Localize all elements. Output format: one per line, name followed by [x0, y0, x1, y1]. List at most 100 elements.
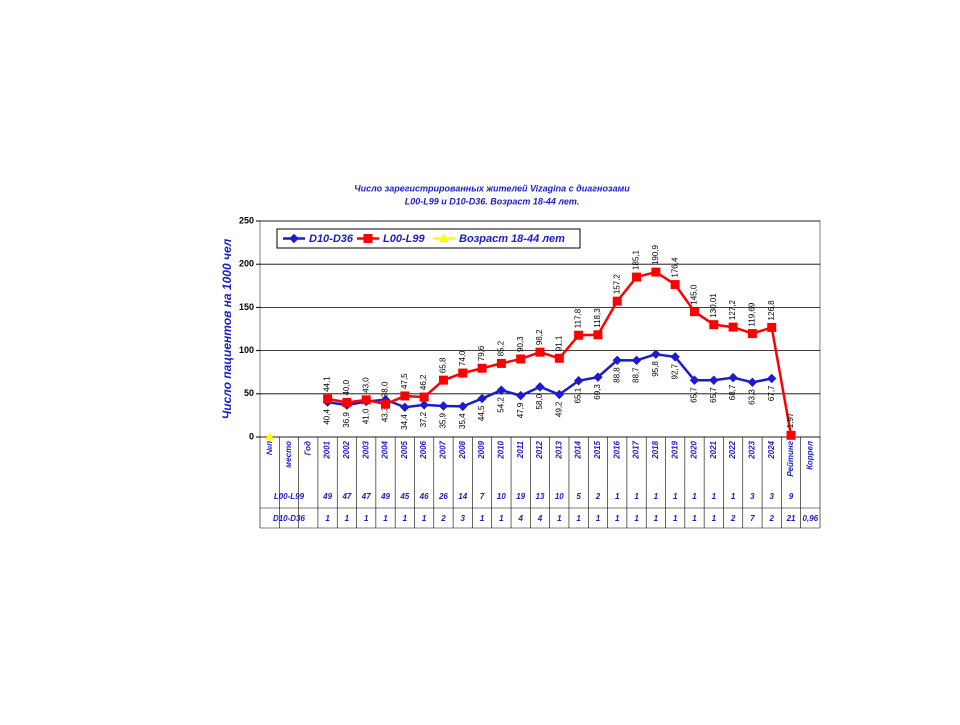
- x-tick-label: 2016: [612, 440, 621, 459]
- data-label: 65,7: [690, 387, 699, 403]
- point: [477, 393, 487, 404]
- data-label: 127,2: [728, 300, 737, 321]
- table-cell: 2: [730, 514, 736, 523]
- table-cell: 1: [692, 514, 697, 523]
- table-cell: 47: [341, 492, 351, 501]
- table-cell: 49: [322, 492, 332, 501]
- table-cell: 1: [596, 514, 601, 523]
- data-label: 118,3: [593, 308, 602, 328]
- data-label: 119,69: [748, 302, 757, 326]
- point: [361, 395, 371, 405]
- table-cell: 14: [458, 492, 467, 501]
- x-tick-label: 2003: [361, 440, 370, 459]
- point: [747, 377, 758, 388]
- y-tick-label: 200: [239, 259, 254, 269]
- table-cell: 9: [789, 492, 794, 501]
- y-axis-label: Число пациентов на 1000 чел: [220, 238, 234, 419]
- table-cell: 1: [345, 514, 350, 523]
- data-label: 117,8: [574, 308, 583, 328]
- point: [419, 400, 429, 410]
- data-label: 185,1: [632, 250, 641, 271]
- point: [767, 373, 777, 384]
- y-tick-label: 250: [239, 215, 254, 225]
- point: [264, 431, 275, 441]
- data-label: 67,7: [767, 385, 776, 401]
- data-label: 190,9: [651, 244, 660, 265]
- x-tick-label: 2013: [554, 440, 563, 459]
- point: [516, 354, 526, 364]
- x-tick-label: место: [284, 441, 293, 468]
- point: [632, 272, 642, 282]
- data-label: 43,3: [381, 406, 390, 422]
- table-cell: 1: [673, 514, 678, 523]
- point: [593, 372, 603, 382]
- data-label: 176,4: [670, 257, 679, 278]
- table-cell: 19: [516, 492, 525, 501]
- y-tick-label: 0: [249, 431, 254, 441]
- table-cell: 46: [419, 492, 429, 501]
- point: [767, 322, 777, 332]
- data-label: 65,1: [574, 387, 583, 403]
- table-cell: 1: [422, 514, 427, 523]
- x-tick-label: Год: [303, 441, 312, 455]
- data-label: 65,7: [709, 387, 718, 403]
- legend-label: D10-D36: [309, 233, 354, 245]
- x-tick-label: 2017: [632, 440, 641, 459]
- x-tick-label: 2009: [477, 440, 486, 459]
- y-tick-label: 150: [239, 302, 254, 312]
- x-tick-label: 2011: [516, 440, 525, 459]
- x-tick-label: 2023: [748, 440, 757, 459]
- data-label: 157,2: [612, 274, 621, 295]
- table-cell: 1: [325, 514, 330, 523]
- point: [728, 322, 738, 332]
- point: [631, 355, 642, 366]
- point: [574, 330, 584, 340]
- table-cell: 1: [712, 514, 717, 523]
- point: [496, 385, 507, 395]
- table-cell: 7: [480, 492, 485, 501]
- table-cell: 1: [403, 514, 408, 523]
- data-label: 37,2: [419, 411, 428, 427]
- y-tick-label: 50: [244, 388, 254, 398]
- table-cell: 1: [615, 514, 620, 523]
- table-cell: 2: [595, 492, 601, 501]
- data-label: 90,3: [516, 336, 525, 352]
- table-cell: 1: [731, 492, 736, 501]
- data-label: 36,9: [342, 412, 351, 428]
- point: [651, 267, 661, 277]
- x-tick-label: 2019: [670, 440, 679, 459]
- table-cell: 21: [786, 514, 796, 523]
- point: [670, 352, 680, 362]
- data-label: 49,2: [554, 401, 563, 417]
- point: [400, 391, 410, 401]
- x-tick-label: 2022: [728, 440, 737, 459]
- table-cell: 5: [576, 492, 581, 501]
- data-label: 58,0: [535, 393, 544, 409]
- legend-box: [276, 228, 581, 249]
- data-label: 43,0: [361, 377, 370, 393]
- point: [342, 397, 352, 407]
- point: [554, 353, 564, 363]
- point: [381, 399, 391, 409]
- point: [496, 358, 506, 368]
- legend-marker: [289, 233, 299, 244]
- legend-label: L00-L99: [383, 233, 425, 245]
- point: [612, 296, 622, 306]
- table-cell: 7: [750, 514, 755, 523]
- data-label: 35,9: [439, 412, 448, 428]
- table-cell: 13: [536, 492, 545, 501]
- data-label: 65,8: [439, 357, 448, 373]
- x-tick-label: 2012: [535, 440, 544, 459]
- table-cell: 49: [380, 492, 390, 501]
- table-cell: 1: [364, 514, 369, 523]
- x-tick-label: №п: [265, 441, 274, 455]
- data-label: 95,8: [651, 361, 660, 377]
- x-tick-label: 2018: [651, 440, 660, 459]
- data-label: 145,0: [690, 284, 699, 305]
- table-cell: 1: [673, 492, 678, 501]
- point: [689, 375, 700, 385]
- table-cell: 4: [537, 514, 543, 523]
- point: [593, 330, 603, 340]
- table-cell: 1: [615, 492, 620, 501]
- point: [670, 280, 680, 290]
